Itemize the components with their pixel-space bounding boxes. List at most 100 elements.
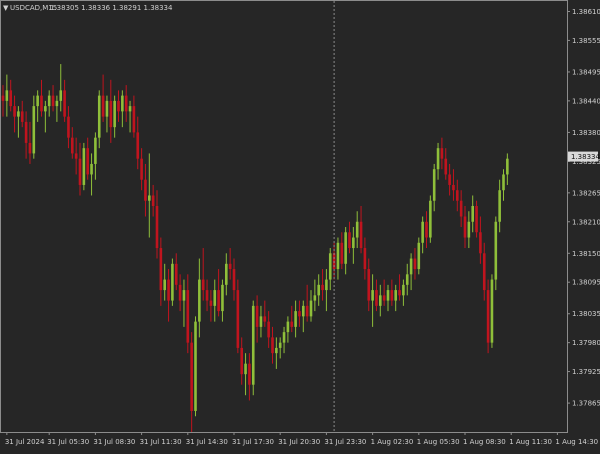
candle	[5, 74, 9, 117]
candle-body	[405, 274, 409, 285]
candle-body	[486, 290, 490, 343]
candle-body	[294, 311, 297, 327]
candle	[413, 248, 417, 280]
candle	[144, 163, 147, 217]
candle	[321, 269, 324, 301]
candle	[248, 353, 251, 401]
x-tick-label: 1 Aug 14:30	[555, 438, 598, 446]
candle	[459, 190, 463, 228]
candle	[20, 100, 24, 128]
candle-body	[232, 269, 236, 291]
candle-body	[363, 248, 367, 270]
candle-body	[432, 169, 436, 201]
candle-body	[371, 290, 374, 301]
price-axis: 1.38610 1.38555 1.38495 1.38440 1.38380 1.383…	[567, 8, 600, 408]
y-tick-label: 1.38095	[572, 279, 600, 287]
candle	[506, 153, 509, 185]
candle	[398, 274, 401, 301]
candle	[121, 90, 124, 128]
candle-body	[17, 111, 20, 117]
candle	[390, 279, 394, 306]
candle-body	[444, 158, 448, 175]
x-tick-label: 31 Jul 23:30	[324, 438, 366, 446]
candle	[194, 316, 197, 417]
candle-body	[271, 337, 274, 354]
candle-body	[494, 221, 498, 280]
candle-body	[309, 300, 313, 317]
candle	[344, 227, 347, 275]
candle-body	[217, 290, 220, 312]
candle	[444, 148, 448, 180]
candle-body	[240, 347, 243, 375]
candle	[171, 258, 174, 306]
candle-body	[109, 100, 113, 128]
candle-body	[190, 342, 193, 411]
candle	[201, 248, 205, 301]
candle-body	[221, 284, 224, 312]
candle	[456, 179, 459, 212]
candle-body	[313, 295, 317, 301]
candle-body	[20, 111, 24, 122]
candle-body	[386, 290, 390, 301]
candle-body	[117, 100, 120, 112]
candle-body	[248, 363, 251, 385]
candle-body	[463, 216, 467, 238]
candle-body	[209, 300, 213, 306]
symbol-menu-arrow-icon[interactable]: ▼	[3, 4, 9, 12]
candle-body	[259, 316, 263, 327]
candle	[367, 258, 371, 312]
candle	[82, 142, 86, 191]
candle	[178, 274, 182, 312]
candle-body	[479, 232, 482, 254]
candle-body	[174, 263, 178, 285]
candle-body	[471, 205, 474, 222]
candle	[163, 263, 166, 301]
candle	[94, 132, 97, 180]
y-tick-label: 1.37980	[572, 339, 600, 347]
candle	[17, 106, 20, 138]
x-tick-label: 1 Aug 11:30	[509, 438, 552, 446]
plot-frame	[0, 0, 568, 433]
candle-body	[167, 279, 170, 301]
candle-body	[24, 121, 28, 143]
candle	[475, 200, 478, 238]
candle	[355, 211, 359, 249]
candle	[429, 195, 432, 243]
candle	[90, 153, 93, 196]
candle	[236, 279, 240, 354]
candle	[440, 137, 444, 170]
candle-body	[382, 295, 386, 301]
candle-body	[302, 305, 305, 317]
candle-body	[171, 263, 174, 301]
candle	[382, 279, 386, 306]
candle	[486, 279, 490, 354]
candle-body	[321, 284, 324, 291]
candle-body	[367, 269, 371, 301]
candle-body	[9, 90, 12, 107]
candle	[359, 205, 363, 254]
candle-body	[328, 253, 332, 280]
candle-body	[344, 232, 347, 264]
candle	[467, 211, 471, 249]
candle-body	[278, 342, 282, 348]
candle	[448, 163, 451, 196]
candle	[117, 90, 120, 122]
candle	[148, 153, 151, 238]
candle	[63, 79, 66, 122]
candle	[298, 300, 301, 327]
current-price-label: 1.38334	[571, 153, 600, 161]
candle-body	[101, 95, 105, 117]
candle-body	[251, 305, 255, 385]
candle	[209, 290, 213, 322]
candle	[36, 90, 39, 122]
candle	[113, 95, 116, 138]
candle-body	[74, 153, 78, 159]
candle-body	[148, 195, 151, 201]
y-tick-label: 1.38150	[572, 250, 600, 258]
current-price-tag: 1.38334	[568, 151, 600, 162]
candle	[259, 305, 263, 338]
candle-body	[178, 284, 182, 301]
candle	[13, 95, 16, 133]
